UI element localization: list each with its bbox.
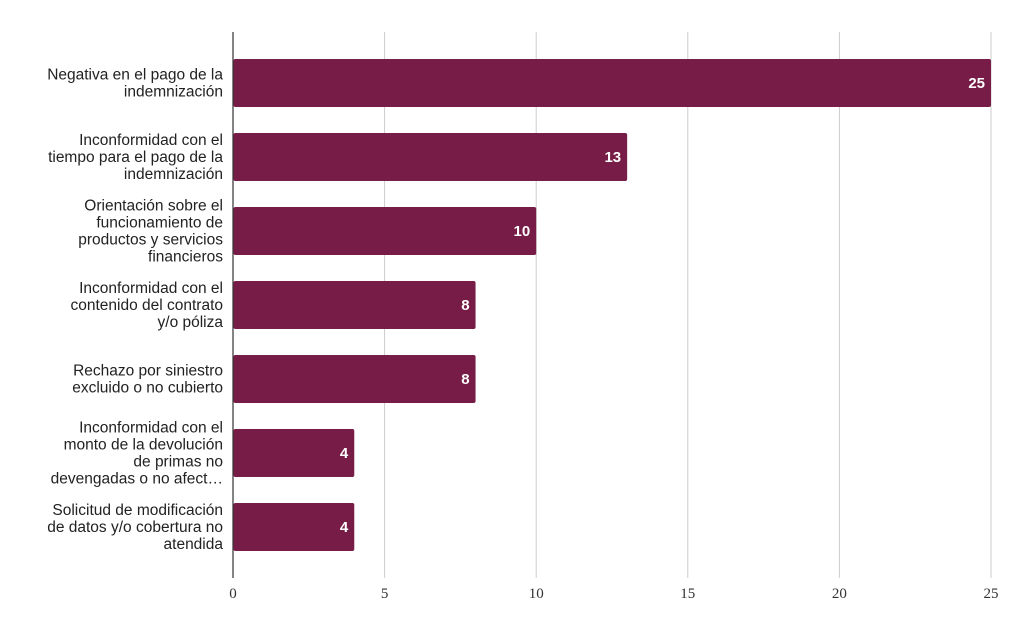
category-label-line: Inconformidad con el (79, 280, 223, 297)
category-label: Solicitud de modificación de datos y/o co… (47, 502, 223, 553)
x-tick-label: 20 (832, 586, 847, 602)
category-label: Negativa en el pago de la indemnización (47, 67, 223, 101)
category-label-line: Solicitud de modificación (52, 502, 223, 519)
category-label-line: excluido o no cubierto (72, 380, 223, 397)
category-label-line: Inconformidad con el (79, 420, 223, 437)
category-label-line: Orientación sobre el (84, 198, 223, 215)
bar (233, 503, 355, 551)
bar-value-label: 8 (461, 297, 469, 314)
bar (233, 133, 628, 181)
category-labels: Negativa en el pago de la indemnizaciónIn… (47, 67, 223, 554)
category-label-line: Rechazo por siniestro (73, 363, 223, 380)
category-label: Inconformidad con el contenido del contra… (70, 280, 223, 331)
bar (233, 281, 476, 329)
bar (233, 59, 991, 107)
x-tick-label: 15 (680, 586, 695, 602)
x-tick-label: 10 (529, 586, 544, 602)
category-label-line: indemnización (124, 166, 223, 183)
x-tick-label: 5 (381, 586, 389, 602)
bar-value-label: 25 (968, 75, 985, 92)
bar-value-label: 8 (461, 371, 469, 388)
category-label-line: Inconformidad con el (79, 132, 223, 149)
category-label-line: productos y servicios (78, 232, 223, 249)
bar-value-label: 4 (340, 519, 349, 536)
bars: 25 13 10 8 8 4 4 (233, 59, 991, 551)
x-axis: 0 5 10 15 20 25 (229, 32, 999, 602)
category-label: Orientación sobre el funcionamiento de pro… (78, 198, 223, 266)
category-label-line: y/o póliza (158, 314, 224, 331)
category-label-line: devengadas o no afect… (51, 471, 223, 488)
category-label-line: de datos y/o cobertura no (47, 519, 223, 536)
grid-lines (384, 32, 992, 578)
category-label-line: Negativa en el pago de la (47, 67, 223, 84)
category-label: Inconformidad con el tiempo para el pago … (48, 132, 223, 183)
category-label-line: indemnización (124, 84, 223, 101)
category-label-line: monto de la devolución (64, 437, 223, 454)
category-label-line: financieros (148, 249, 223, 266)
bar (233, 355, 476, 403)
category-label-line: tiempo para el pago de la (48, 149, 223, 166)
bar (233, 207, 537, 255)
category-label-line: funcionamiento de (96, 215, 223, 232)
bar-value-label: 10 (514, 223, 531, 240)
bar-value-label: 4 (340, 445, 349, 462)
category-label-line: atendida (164, 536, 224, 553)
bar-value-label: 13 (604, 149, 621, 166)
category-label-line: de primas no (133, 454, 223, 471)
x-tick-label: 25 (984, 586, 999, 602)
x-tick-label: 0 (229, 586, 237, 602)
category-label-line: contenido del contrato (70, 297, 223, 314)
category-label: Rechazo por siniestro excluido o no cubie… (72, 363, 223, 397)
category-label: Inconformidad con el monto de la devoluci… (51, 420, 223, 488)
bar (233, 429, 355, 477)
